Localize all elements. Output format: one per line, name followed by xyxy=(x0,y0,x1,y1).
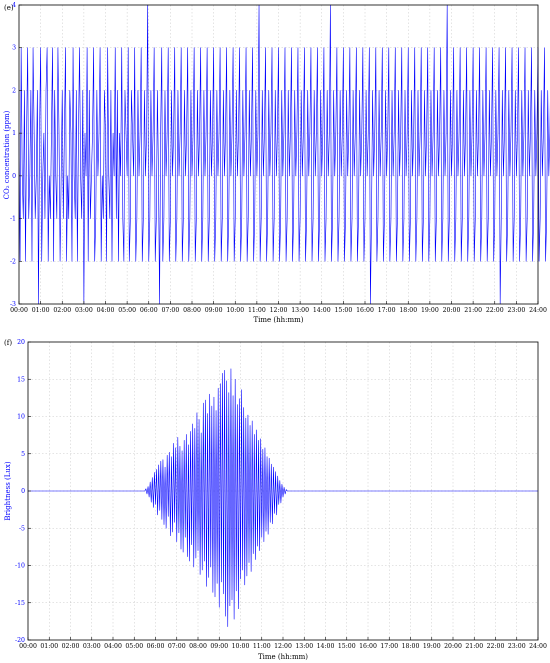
y-tick-label: -3 xyxy=(10,301,16,308)
y-tick-label: 10 xyxy=(17,414,25,421)
y-tick-label: -5 xyxy=(19,525,25,532)
x-tick-label: 11:00 xyxy=(248,307,266,314)
x-tick-label: 00:00 xyxy=(10,307,28,314)
y-tick-label: 0 xyxy=(21,488,25,495)
x-axis-title-e: Time (hh:mm) xyxy=(253,316,303,324)
y-tick-label: -10 xyxy=(15,563,25,570)
x-tick-label: 23:00 xyxy=(507,307,525,314)
x-tick-label: 14:00 xyxy=(313,307,331,314)
x-tick-label: 22:00 xyxy=(486,307,504,314)
x-tick-label: 20:00 xyxy=(444,643,462,650)
x-tick-label: 08:00 xyxy=(183,307,201,314)
y-tick-label: -2 xyxy=(10,258,16,265)
x-tick-label: 06:00 xyxy=(140,307,158,314)
x-tick-label: 05:00 xyxy=(125,643,143,650)
x-tick-label: 12:00 xyxy=(270,307,288,314)
y-tick-label: -1 xyxy=(10,216,16,223)
grid-f xyxy=(28,342,538,640)
x-tick-label: 14:00 xyxy=(317,643,335,650)
x-tick-label: 09:00 xyxy=(210,643,228,650)
x-tick-label: 05:00 xyxy=(118,307,136,314)
y-tick-label: 2 xyxy=(12,87,16,94)
x-tick-label: 22:00 xyxy=(487,643,505,650)
panel-label-e: (e) xyxy=(4,4,14,12)
x-tick-label: 13:00 xyxy=(295,643,313,650)
y-tick-label: 1 xyxy=(12,130,16,137)
x-tick-label: 03:00 xyxy=(75,307,93,314)
x-tick-label: 19:00 xyxy=(421,307,439,314)
x-ticks-f: 00:00 01:00 02:00 03:00 04:00 05:00 06:00 07:00… xyxy=(19,637,547,650)
y-tick-label: -15 xyxy=(15,600,25,607)
x-tick-label: 17:00 xyxy=(380,643,398,650)
y-ticks-f: -20 -15 -10 -5 0 5 10 15 20 xyxy=(15,339,31,644)
y-tick-label: 4 xyxy=(12,2,16,9)
x-tick-label: 11:00 xyxy=(253,643,271,650)
x-ticks-e: 00:00 01:00 02:00 03:00 04:00 05:00 06:00 07:00… xyxy=(10,301,547,314)
x-tick-label: 21:00 xyxy=(464,307,482,314)
y-tick-label: 0 xyxy=(12,173,16,180)
x-tick-label: 12:00 xyxy=(274,643,292,650)
x-tick-label: 06:00 xyxy=(147,643,165,650)
x-axis-title-f: Time (hh:mm) xyxy=(258,653,308,661)
x-tick-label: 19:00 xyxy=(423,643,441,650)
y-axis-title-f: Brightness (Lux) xyxy=(4,461,12,520)
brightness-series-line xyxy=(28,368,538,627)
panel-label-f: (f) xyxy=(4,339,12,347)
x-tick-label: 01:00 xyxy=(32,307,50,314)
x-tick-label: 10:00 xyxy=(232,643,250,650)
y-tick-label: 15 xyxy=(17,376,25,383)
x-tick-label: 08:00 xyxy=(189,643,207,650)
x-tick-label: 01:00 xyxy=(40,643,58,650)
y-tick-label: -20 xyxy=(15,637,25,644)
x-tick-label: 15:00 xyxy=(338,643,356,650)
x-tick-label: 03:00 xyxy=(83,643,101,650)
x-tick-label: 02:00 xyxy=(62,643,80,650)
x-tick-label: 07:00 xyxy=(168,643,186,650)
x-tick-label: 10:00 xyxy=(226,307,244,314)
x-tick-label: 21:00 xyxy=(465,643,483,650)
x-tick-label: 17:00 xyxy=(378,307,396,314)
x-tick-label: 20:00 xyxy=(443,307,461,314)
x-tick-label: 23:00 xyxy=(508,643,526,650)
y-ticks-e: -3 -2 -1 0 1 2 3 4 xyxy=(10,2,22,308)
x-tick-label: 24:00 xyxy=(529,307,547,314)
x-tick-label: 07:00 xyxy=(161,307,179,314)
x-tick-label: 09:00 xyxy=(205,307,223,314)
x-tick-label: 00:00 xyxy=(19,643,37,650)
x-tick-label: 18:00 xyxy=(399,307,417,314)
y-axis-title-e: CO₂ concentration (ppm) xyxy=(3,110,11,199)
x-tick-label: 04:00 xyxy=(97,307,115,314)
x-tick-label: 16:00 xyxy=(356,307,374,314)
y-tick-label: 3 xyxy=(12,45,16,52)
chart-panel-e: (e) -3 -2 -1 0 1 2 3 4 00:00 01:00 02:00 03:00 04:0… xyxy=(3,2,550,324)
x-tick-label: 02:00 xyxy=(53,307,71,314)
y-tick-label: 5 xyxy=(21,451,25,458)
x-tick-label: 24:00 xyxy=(529,643,547,650)
x-tick-label: 15:00 xyxy=(334,307,352,314)
y-tick-label: 20 xyxy=(17,339,25,346)
x-tick-label: 16:00 xyxy=(359,643,377,650)
x-tick-label: 18:00 xyxy=(402,643,420,650)
x-tick-label: 13:00 xyxy=(291,307,309,314)
x-tick-label: 04:00 xyxy=(104,643,122,650)
co2-series-line xyxy=(18,4,550,305)
